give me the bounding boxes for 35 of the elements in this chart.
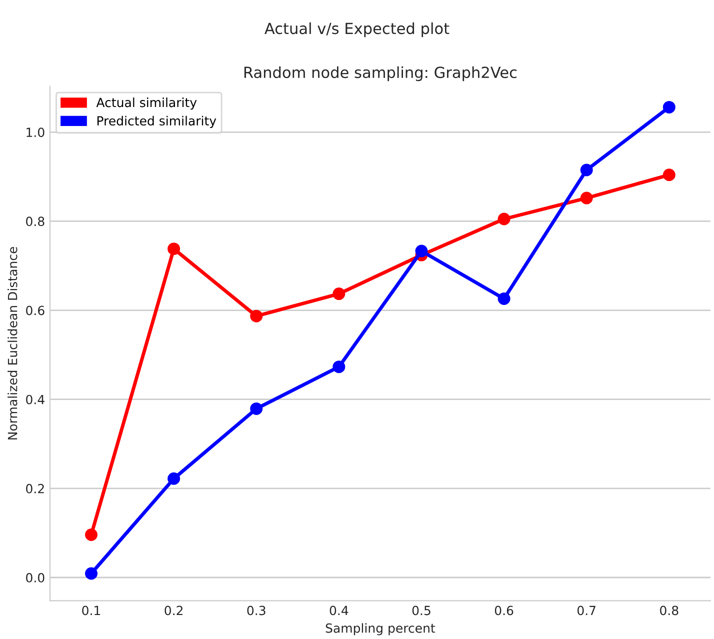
point: [168, 242, 180, 256]
point: [498, 292, 510, 305]
point: [250, 402, 263, 415]
point: [332, 288, 346, 300]
point: [580, 192, 593, 204]
chart-title: Actual v/s Expected plot: [264, 22, 450, 38]
y-tick-label: 0.6: [26, 306, 44, 316]
x-axis-title: Sampling percent: [326, 623, 436, 636]
point: [580, 164, 593, 176]
point: [415, 244, 428, 258]
x-tick-label: 0.8: [660, 606, 678, 616]
legend-label: Predicted similarity: [97, 116, 216, 128]
point: [85, 567, 98, 580]
x-tick-label: 0.5: [412, 606, 430, 616]
point: [498, 212, 510, 226]
chart-subtitle: Random node sampling: Graph2Vec: [244, 66, 517, 82]
y-tick-label: 0.4: [26, 394, 44, 404]
x-tick-label: 0.1: [82, 606, 100, 616]
y-tick-label: 0.0: [26, 572, 44, 582]
point: [85, 528, 98, 541]
point: [168, 472, 180, 485]
x-tick-label: 0.3: [247, 606, 266, 616]
x-tick-label: 0.7: [577, 606, 596, 616]
legend-label: Actual similarity: [96, 98, 197, 110]
point: [662, 100, 676, 114]
x-tick-label: 0.2: [164, 606, 182, 616]
y-tick-label: 0.2: [26, 484, 44, 494]
point: [662, 168, 676, 182]
point: [332, 360, 346, 374]
y-tick-label: 1.0: [26, 128, 44, 138]
point: [250, 310, 263, 322]
x-tick-label: 0.6: [494, 606, 514, 616]
y-axis-title: Normalized Euclidean Distance: [8, 246, 18, 440]
y-tick-label: 0.8: [26, 216, 44, 226]
x-tick-label: 0.4: [330, 606, 348, 616]
